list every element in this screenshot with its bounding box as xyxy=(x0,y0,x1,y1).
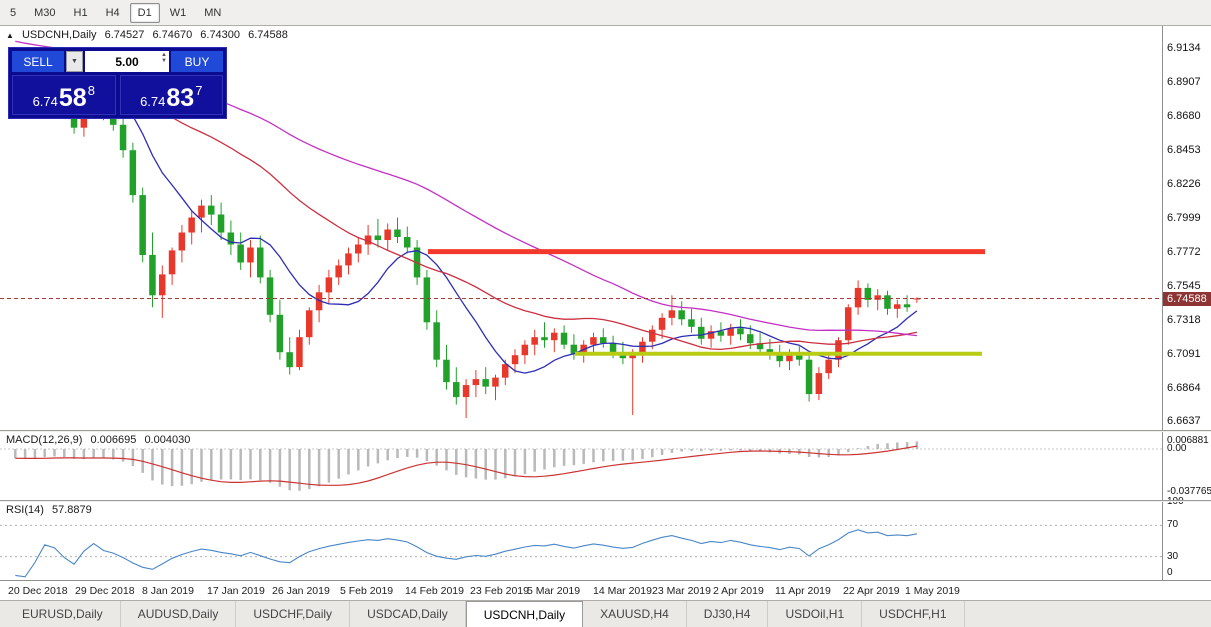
date-axis-label: 8 Jan 2019 xyxy=(142,585,194,597)
volume-input[interactable]: 5.00 ▲ ▼ xyxy=(85,51,169,72)
date-axis-label: 11 Apr 2019 xyxy=(775,585,831,597)
rsi-value: 57.8879 xyxy=(51,504,92,516)
tab-usdoil-h1[interactable]: USDOil,H1 xyxy=(768,601,863,627)
chart-tab-bar: EURUSD,Daily AUDUSD,Daily USDCHF,Daily U… xyxy=(0,600,1211,627)
tab-usdcad-daily[interactable]: USDCAD,Daily xyxy=(350,601,466,627)
macd-canvas xyxy=(0,441,1162,491)
ohlc-high: 6.74670 xyxy=(152,29,193,41)
macd-name: MACD(12,26,9) xyxy=(6,434,83,446)
axis-scale-label: 6.6864 xyxy=(1167,382,1201,394)
one-click-trading-panel: SELL ▼ 5.00 ▲ ▼ BUY 6.74 58 8 xyxy=(8,47,227,119)
tab-dj30-h4[interactable]: DJ30,H4 xyxy=(687,601,769,627)
axis-scale-label: 0.00 xyxy=(1167,443,1187,454)
axis-scale-label: 6.7545 xyxy=(1167,280,1201,292)
current-price-badge: 6.74588 xyxy=(1163,292,1211,306)
timeframe-w1-button[interactable]: W1 xyxy=(169,6,187,19)
date-axis-label: 23 Feb 2019 xyxy=(470,585,529,597)
axis-scale-label: 6.6637 xyxy=(1167,415,1201,427)
buy-price-display[interactable]: 6.74 83 7 xyxy=(119,75,223,115)
date-axis-label: 5 Mar 2019 xyxy=(527,585,581,597)
tab-eurusd-daily[interactable]: EURUSD,Daily xyxy=(5,601,121,627)
macd-label: MACD(12,26,9) 0.006695 0.004030 xyxy=(6,434,195,446)
date-axis-label: 14 Feb 2019 xyxy=(405,585,464,597)
ohlc-low: 6.74300 xyxy=(200,29,241,41)
chart-header: ▲ USDCNH,Daily 6.74527 6.74670 6.74300 6… xyxy=(6,29,293,41)
sell-price-pips: 58 xyxy=(58,83,87,112)
date-axis-label: 2 Apr 2019 xyxy=(713,585,764,597)
axis-scale-label: 30 xyxy=(1167,551,1179,562)
axis-scale-label: 6.7999 xyxy=(1167,212,1201,224)
axis-scale-label: 6.8680 xyxy=(1167,110,1201,122)
buy-price-main: 6.74 xyxy=(140,93,166,109)
tab-xauusd-h4[interactable]: XAUUSD,H4 xyxy=(583,601,687,627)
tab-usdchf-daily[interactable]: USDCHF,Daily xyxy=(236,601,351,627)
macd-indicator-panel[interactable]: MACD(12,26,9) 0.006695 0.004030 xyxy=(0,432,1162,500)
tab-usdcnh-daily[interactable]: USDCNH,Daily xyxy=(465,601,584,627)
panel-splitter[interactable] xyxy=(0,500,1211,502)
ohlc-open: 6.74527 xyxy=(104,29,145,41)
timeframe-h1-button[interactable]: H1 xyxy=(73,6,88,19)
axis-scale-label: 70 xyxy=(1167,519,1179,530)
axis-scale-label: -0.037765 xyxy=(1167,486,1211,497)
rsi-indicator-panel[interactable]: RSI(14) 57.8879 xyxy=(0,502,1162,580)
date-axis-label: 1 May 2019 xyxy=(905,585,960,597)
sell-price-display[interactable]: 6.74 58 8 xyxy=(12,75,116,115)
date-axis-label: 23 Mar 2019 xyxy=(652,585,711,597)
macd-value-main: 0.006695 xyxy=(90,434,137,446)
time-axis[interactable]: 20 Dec 2018 29 Dec 2018 8 Jan 2019 17 Jan 2… xyxy=(0,580,1211,600)
chevron-down-icon: ▼ xyxy=(71,58,78,65)
buy-button[interactable]: BUY xyxy=(171,51,223,72)
volume-value: 5.00 xyxy=(115,54,139,69)
rsi-canvas xyxy=(0,524,1162,578)
date-axis-label: 5 Feb 2019 xyxy=(340,585,394,597)
panel-splitter[interactable] xyxy=(0,430,1211,432)
date-axis-label: 17 Jan 2019 xyxy=(207,585,265,597)
tab-usdchf-h1[interactable]: USDCHF,H1 xyxy=(862,601,965,627)
price-axis[interactable]: 6.74588 6.9134 6.8907 6.8680 6.8453 6.8226 6.… xyxy=(1162,26,1211,580)
chart-symbol-label: USDCNH,Daily xyxy=(21,29,97,41)
date-axis-label: 14 Mar 2019 xyxy=(593,585,652,597)
sell-price-sup: 8 xyxy=(87,83,95,98)
chart-collapse-icon[interactable]: ▲ xyxy=(6,31,14,40)
timeframe-mn-button[interactable]: MN xyxy=(204,6,222,19)
axis-scale-label: 6.8453 xyxy=(1167,144,1201,156)
volume-dropdown-button[interactable]: ▼ xyxy=(66,51,83,72)
axis-scale-label: 6.9134 xyxy=(1167,42,1201,54)
axis-scale-label: 0 xyxy=(1167,567,1173,578)
date-axis-label: 29 Dec 2018 xyxy=(75,585,135,597)
date-axis-label: 20 Dec 2018 xyxy=(8,585,68,597)
axis-scale-label: 6.7091 xyxy=(1167,348,1201,360)
timeframe-m5-button[interactable]: 5 xyxy=(10,6,17,19)
axis-scale-label: 6.8226 xyxy=(1167,178,1201,190)
timeframe-d1-button[interactable]: D1 xyxy=(129,2,160,23)
axis-scale-label: 0.006881 xyxy=(1167,435,1209,446)
ohlc-close: 6.74588 xyxy=(248,29,288,41)
rsi-name: RSI(14) xyxy=(6,504,44,516)
sell-button[interactable]: SELL xyxy=(12,51,64,72)
axis-scale-label: 6.7772 xyxy=(1167,246,1201,258)
axis-scale-label: 6.7318 xyxy=(1167,314,1201,326)
date-axis-label: 26 Jan 2019 xyxy=(272,585,330,597)
spin-up-icon[interactable]: ▲ xyxy=(161,52,167,58)
timeframe-toolbar: 5 M30 H1 H4 D1 W1 MN xyxy=(0,0,1211,26)
macd-value-signal: 0.004030 xyxy=(144,434,191,446)
buy-price-sup: 7 xyxy=(195,83,203,98)
date-axis-label: 22 Apr 2019 xyxy=(843,585,900,597)
timeframe-m30-button[interactable]: M30 xyxy=(34,6,56,19)
tab-audusd-daily[interactable]: AUDUSD,Daily xyxy=(121,601,237,627)
buy-price-pips: 83 xyxy=(166,83,195,112)
rsi-label: RSI(14) 57.8879 xyxy=(6,504,97,516)
timeframe-h4-button[interactable]: H4 xyxy=(105,6,120,19)
spin-down-icon[interactable]: ▼ xyxy=(161,58,167,64)
axis-scale-label: 6.8907 xyxy=(1167,76,1201,88)
price-chart-panel[interactable]: ▲ USDCNH,Daily 6.74527 6.74670 6.74300 6… xyxy=(0,26,1162,430)
sell-price-main: 6.74 xyxy=(32,93,58,109)
